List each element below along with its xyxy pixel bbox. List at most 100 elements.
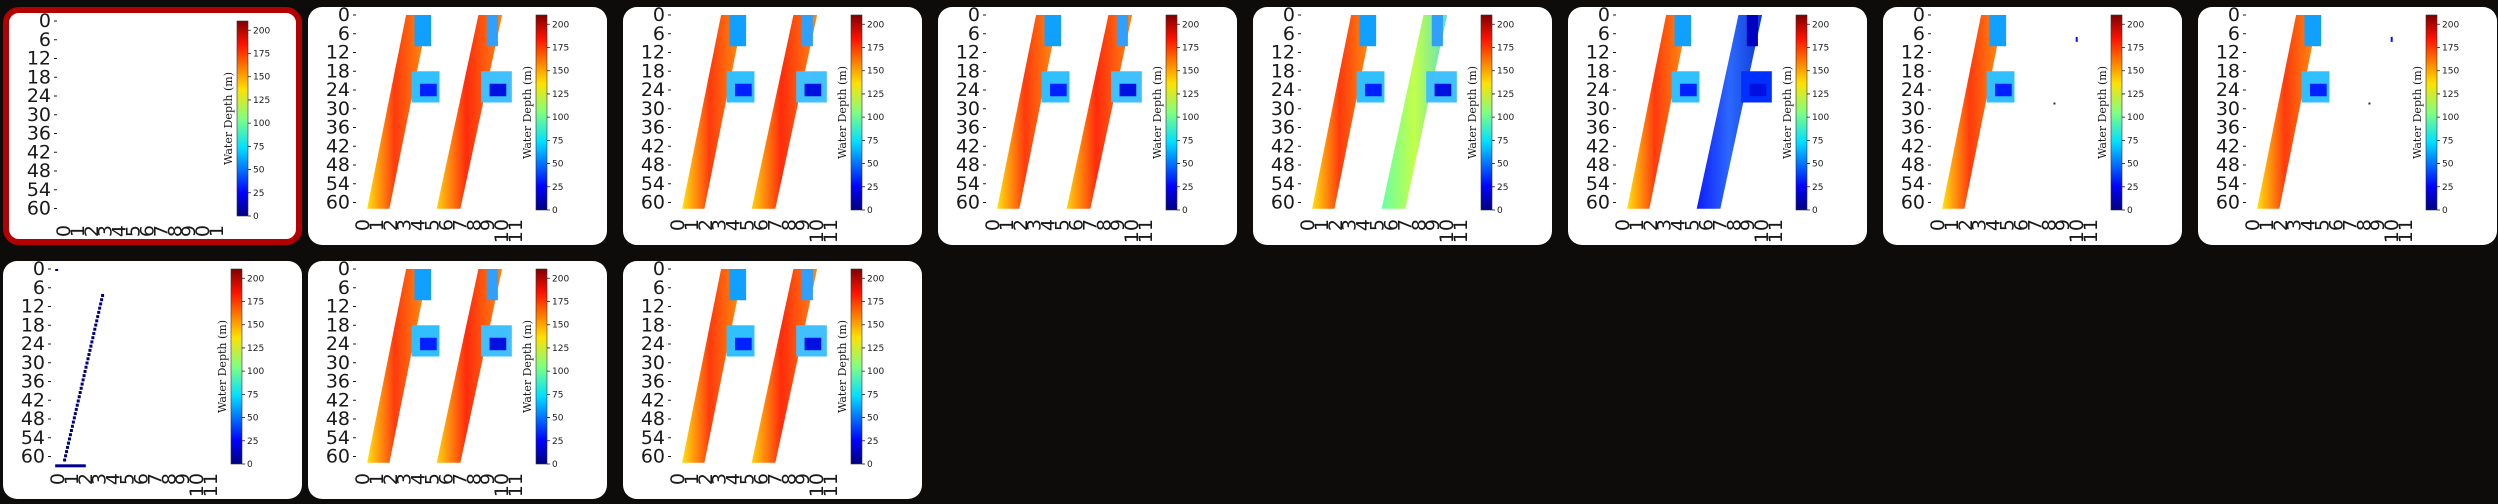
x-tick-label: 9 xyxy=(2367,219,2389,231)
heatmap-cells xyxy=(367,269,512,463)
thumbnail-card[interactable]: 0 6 12 18 24 30 36 42 48 54 60 0 1 2 3 4 5 6 7 8 9 10 11 0 25 50 7… xyxy=(623,261,922,499)
x-tick-label: 3 xyxy=(394,473,416,485)
x-tick-label: 6 xyxy=(750,473,772,485)
x-tick-label: 11 xyxy=(206,225,228,245)
colorbar-label: Water Depth (m) xyxy=(836,66,849,159)
x-tick-label: 3 xyxy=(394,219,416,231)
y-tick-label: 60 xyxy=(326,446,350,468)
colorbar-tick-label: 200 xyxy=(867,274,884,284)
heatmap-figure: 0612182430364248546001234567891011025507… xyxy=(27,13,271,245)
x-tick-label: 11 xyxy=(820,219,842,243)
x-tick-label: 3 xyxy=(1024,219,1046,231)
colorbar-tick-label: 75 xyxy=(867,390,878,400)
water-speck xyxy=(2368,102,2371,105)
x-tick-label: 10 xyxy=(1751,219,1773,243)
x-tick-label: 9 xyxy=(178,225,200,237)
y-tick-label: 6 xyxy=(1598,23,1610,45)
colorbar-tick-label: 25 xyxy=(552,437,563,447)
water-speck xyxy=(2053,102,2056,105)
colorbar-tick-label: 150 xyxy=(867,67,884,77)
x-tick-label: 9 xyxy=(792,473,814,485)
y-tick-label: 0 xyxy=(1598,7,1610,26)
water-region xyxy=(420,337,437,351)
x-tick-label: 11 xyxy=(1765,219,1787,243)
thumbnail-card[interactable]: 0 6 12 18 24 30 36 42 48 54 60 0 1 2 3 4 5 6 7 8 9 10 11 0 25 50 7… xyxy=(3,7,302,245)
y-tick-label: 12 xyxy=(1901,42,1925,64)
y-tick-label: 30 xyxy=(641,98,665,120)
water-speck xyxy=(55,269,59,271)
colorbar-tick-label: 75 xyxy=(552,390,563,400)
y-tick-label: 48 xyxy=(1586,154,1610,176)
x-tick-label: 0 xyxy=(1612,219,1634,231)
heatmap-cells xyxy=(1312,15,1457,209)
x-tick-label: 9 xyxy=(1107,219,1129,231)
y-tick-label: 42 xyxy=(641,135,665,157)
y-tick-label: 24 xyxy=(1901,79,1925,101)
colorbar xyxy=(230,268,243,465)
y-tick-label: 0 xyxy=(338,7,350,26)
y-tick-label: 24 xyxy=(21,333,45,355)
x-tick-label: 4 xyxy=(408,219,430,231)
colorbar-tick-label: 125 xyxy=(552,90,569,100)
y-tick-label: 60 xyxy=(21,446,45,468)
thumbnail-card[interactable]: 0 6 12 18 24 30 36 42 48 54 60 0 1 2 3 4 5 6 7 8 9 10 11 0 25 50 7… xyxy=(1883,7,2182,245)
water-region xyxy=(1746,15,1758,47)
y-tick-label: 60 xyxy=(1586,192,1610,214)
y-tick-label: 0 xyxy=(1283,7,1295,26)
y-tick-label: 36 xyxy=(2216,117,2240,139)
x-tick-label: 8 xyxy=(158,473,180,485)
thumbnail-card[interactable]: 0 6 12 18 24 30 36 42 48 54 60 0 1 2 3 4 5 6 7 8 9 10 11 0 25 50 7… xyxy=(1253,7,1552,245)
y-tick-label: 24 xyxy=(641,79,665,101)
colorbar-tick-label: 200 xyxy=(2442,20,2459,30)
colorbar-label: Water Depth (m) xyxy=(836,320,849,413)
y-tick-label: 6 xyxy=(338,277,350,299)
x-tick-label: 3 xyxy=(2284,219,2306,231)
y-tick-label: 54 xyxy=(641,173,665,195)
water-band xyxy=(436,269,503,463)
x-tick-label: 5 xyxy=(737,219,759,231)
x-tick-label: 5 xyxy=(2312,219,2334,231)
x-tick-label: 2 xyxy=(1640,219,1662,231)
colorbar xyxy=(535,14,548,211)
colorbar-tick-label: 175 xyxy=(867,298,884,308)
water-speck xyxy=(64,454,68,458)
x-tick-label: 7 xyxy=(150,225,172,237)
water-region xyxy=(1119,83,1137,97)
water-region xyxy=(420,83,437,97)
x-tick-label: 7 xyxy=(1709,219,1731,231)
heatmap-figure: 0612182430364248546001234567891011025507… xyxy=(641,7,885,243)
thumbnail-card[interactable]: 0 6 12 18 24 30 36 42 48 54 60 0 1 2 3 4 5 6 7 8 9 10 11 0 25 50 7… xyxy=(3,261,302,499)
water-band xyxy=(1381,15,1448,209)
colorbar-tick-label: 125 xyxy=(867,90,884,100)
water-speck xyxy=(97,310,101,314)
y-tick-label: 0 xyxy=(653,261,665,280)
y-tick-label: 30 xyxy=(1271,98,1295,120)
thumbnail-card[interactable]: 0 6 12 18 24 30 36 42 48 54 60 0 1 2 3 4 5 6 7 8 9 10 11 0 25 50 7… xyxy=(938,7,1237,245)
x-tick-label: 4 xyxy=(1983,219,2005,231)
heatmap-figure: 0612182430364248546001234567891011025507… xyxy=(1271,7,1515,243)
thumbnail-card[interactable]: 0 6 12 18 24 30 36 42 48 54 60 0 1 2 3 4 5 6 7 8 9 10 11 0 25 50 7… xyxy=(623,7,922,245)
y-tick-label: 12 xyxy=(2216,42,2240,64)
colorbar-tick-label: 25 xyxy=(1812,183,1823,193)
x-tick-label: 3 xyxy=(709,473,731,485)
x-tick-label: 1 xyxy=(996,219,1018,231)
x-tick-label: 6 xyxy=(750,219,772,231)
x-tick-label: 2 xyxy=(380,219,402,231)
thumbnail-card[interactable]: 0 6 12 18 24 30 36 42 48 54 60 0 1 2 3 4 5 6 7 8 9 10 11 0 25 50 7… xyxy=(308,261,607,499)
colorbar xyxy=(2425,14,2438,211)
water-speck xyxy=(78,391,82,395)
x-tick-label: 10 xyxy=(2066,219,2088,243)
thumbnail-card[interactable]: 0 6 12 18 24 30 36 42 48 54 60 0 1 2 3 4 5 6 7 8 9 10 11 0 25 50 7… xyxy=(2198,7,2497,245)
colorbar-tick-label: 175 xyxy=(2442,44,2459,54)
colorbar-tick-label: 150 xyxy=(552,321,569,331)
colorbar-tick-label: 150 xyxy=(867,321,884,331)
x-tick-label: 2 xyxy=(1955,219,1977,231)
x-tick-label: 2 xyxy=(695,473,717,485)
x-tick-label: 11 xyxy=(1135,219,1157,243)
water-band xyxy=(367,15,429,209)
y-tick-label: 18 xyxy=(21,314,45,336)
x-tick-label: 8 xyxy=(1093,219,1115,231)
thumbnail-card[interactable]: 0 6 12 18 24 30 36 42 48 54 60 0 1 2 3 4 5 6 7 8 9 10 11 0 25 50 7… xyxy=(308,7,607,245)
thumbnail-card[interactable]: 0 6 12 18 24 30 36 42 48 54 60 0 1 2 3 4 5 6 7 8 9 10 11 0 25 50 7… xyxy=(1568,7,1867,245)
x-tick-label: 2 xyxy=(81,225,103,237)
